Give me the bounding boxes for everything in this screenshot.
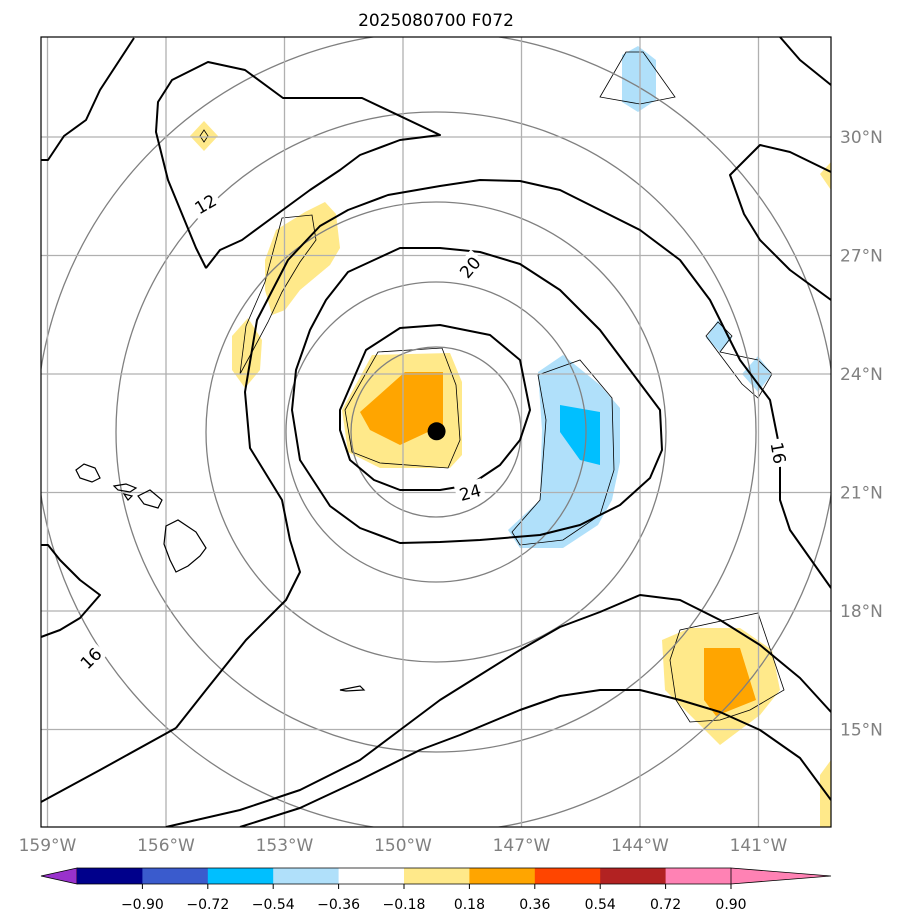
contour-line [155, 61, 441, 269]
colorbar-tick-label: 0.36 [519, 897, 550, 913]
negative-anomaly-patch [622, 46, 656, 112]
latitude-tick-labels: 30°N 27°N 24°N 21°N 18°N 15°N [840, 128, 883, 741]
positive-anomaly-patch [704, 648, 756, 716]
colorbar-cell [600, 868, 667, 884]
positive-anomaly-patch [190, 121, 218, 151]
positive-anomaly-patch [820, 162, 831, 190]
colorbar-tick-label: −0.18 [383, 897, 426, 913]
longitude-tick-labels: 159°W 156°W 153°W 150°W 147°W 144°W 141°… [19, 836, 788, 856]
island-coast [122, 493, 134, 501]
shaded-anomaly-fields [190, 46, 831, 827]
lon-tick-label: 159°W [19, 836, 77, 856]
lat-tick-label: 24°N [840, 365, 883, 385]
colorbar-tick-label: −0.54 [252, 897, 295, 913]
contour-line [291, 247, 663, 544]
range-ring [115, 111, 757, 753]
lat-tick-label: 18°N [840, 602, 883, 622]
contour-label-bg [187, 187, 223, 219]
colorbar-cell [665, 868, 732, 884]
thin-outline [199, 129, 209, 143]
thin-outline [511, 359, 615, 546]
colorbar-extend-low [40, 867, 78, 885]
lon-tick-label: 144°W [611, 836, 669, 856]
colorbar-cell [77, 868, 143, 884]
negative-anomaly-patch [560, 405, 600, 465]
thin-outline [599, 51, 676, 105]
colorbar-extend-high [730, 867, 832, 885]
contour-line [729, 144, 831, 301]
colorbar-tick-label: 0.18 [454, 897, 485, 913]
colorbar-tick-label: 0.72 [650, 897, 681, 913]
lon-tick-label: 141°W [730, 836, 788, 856]
lat-tick-label: 21°N [840, 484, 883, 504]
contour-line [41, 37, 135, 161]
lat-lon-grid [41, 37, 831, 827]
contour-label-bg [452, 249, 487, 284]
contour-label-bg [453, 478, 487, 505]
coastlines [75, 463, 366, 692]
thin-outline [344, 347, 461, 469]
lon-tick-label: 147°W [493, 836, 551, 856]
positive-anomaly-patch [360, 372, 443, 445]
thin-contour-outlines [199, 51, 785, 723]
colorbar-ticks [141, 884, 732, 889]
island-coast [163, 519, 207, 573]
storm-center-marker [427, 422, 446, 441]
colorbar: −0.90 −0.72 −0.54 −0.36 −0.18 0.18 0.36 … [40, 867, 832, 913]
contour-label: 24 [453, 478, 487, 506]
lon-tick-label: 153°W [256, 836, 314, 856]
contour-label-bg [766, 437, 792, 469]
island-coast [112, 483, 138, 493]
lat-tick-label: 30°N [840, 128, 883, 148]
colorbar-cell [273, 868, 340, 884]
contour-label-bg [73, 640, 108, 675]
lon-tick-label: 156°W [137, 836, 195, 856]
map-area: 12 20 24 16 16 [41, 37, 831, 827]
range-ring [205, 201, 667, 663]
contour-label-text: 16 [766, 441, 789, 466]
contour-line [41, 727, 177, 803]
colorbar-tick-label: 0.90 [715, 897, 746, 913]
contour-line [165, 594, 831, 827]
colorbar-tick-label: −0.90 [121, 897, 164, 913]
colorbar-cell [469, 868, 536, 884]
lon-tick-label: 150°W [374, 836, 432, 856]
colorbar-cell [404, 868, 470, 884]
contour-line [41, 544, 101, 638]
colorbar-cell [142, 868, 209, 884]
contour-line [239, 689, 831, 827]
plot-title: 2025080700 F072 [358, 11, 514, 31]
contour-line [175, 179, 831, 729]
colorbar-cell [534, 868, 601, 884]
contour-label: 16 [766, 437, 792, 469]
map-frame [40, 36, 832, 828]
island-coast [339, 685, 366, 692]
colorbar-tick-label: −0.36 [317, 897, 360, 913]
colorbar-labels: −0.90 −0.72 −0.54 −0.36 −0.18 0.18 0.36 … [121, 897, 747, 913]
lat-tick-label: 27°N [840, 247, 883, 267]
colorbar-cell [207, 868, 274, 884]
contour-line [339, 324, 531, 491]
negative-anomaly-patch [508, 355, 620, 548]
colorbar-cells [40, 867, 832, 885]
island-coast [137, 489, 163, 509]
lat-tick-label: 15°N [840, 721, 883, 741]
thin-outline [669, 612, 785, 723]
colorbar-tick-label: 0.54 [585, 897, 616, 913]
island-coast [75, 463, 101, 483]
contour-line [779, 37, 831, 86]
range-ring [285, 281, 587, 583]
height-contours [41, 37, 831, 827]
colorbar-cell [338, 868, 405, 884]
colorbar-tick-label: −0.72 [186, 897, 229, 913]
